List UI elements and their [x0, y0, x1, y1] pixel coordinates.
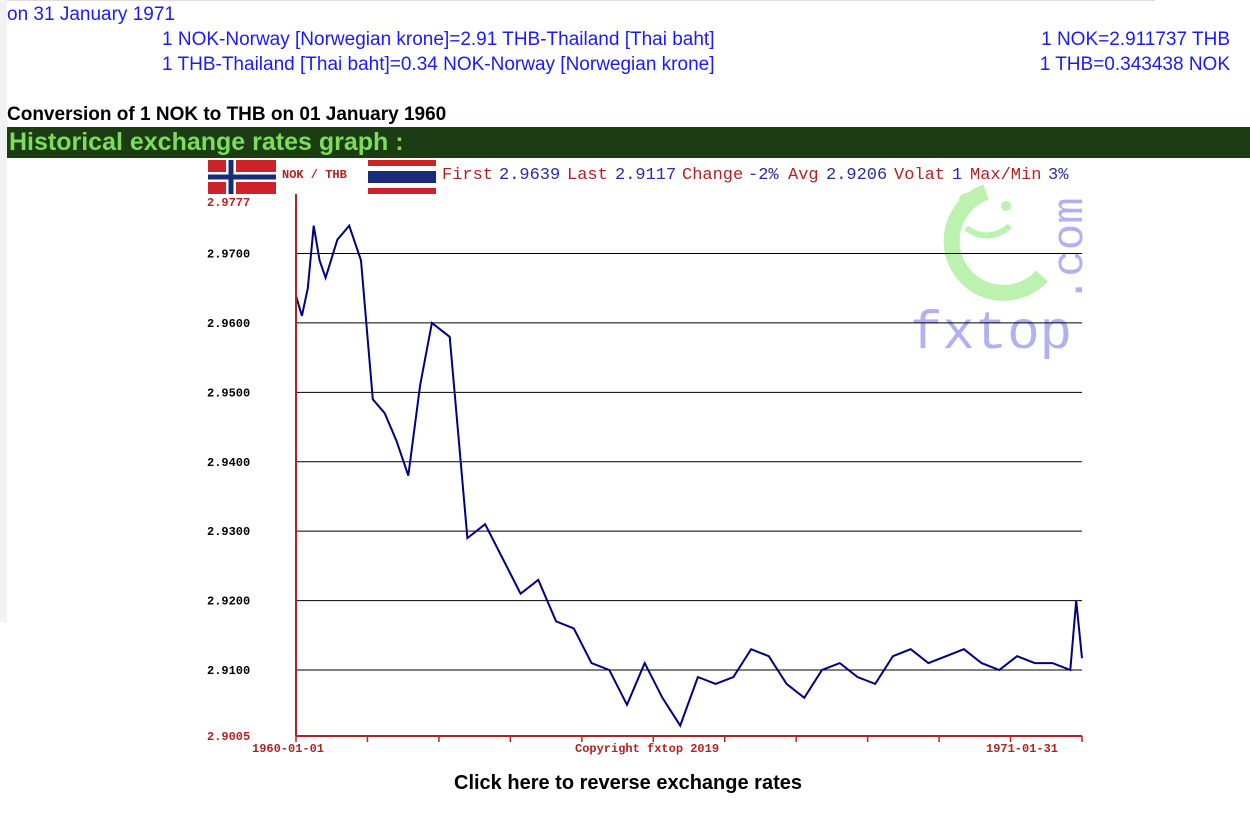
- fxtop-watermark-logo: fxtop .com: [910, 184, 1096, 365]
- thailand-flag-icon: [368, 160, 436, 194]
- y-tick-label: 2.9600: [207, 317, 250, 331]
- exchange-rate-chart[interactable]: NOK / THB First 2.9639 Last 2.9117 Chang…: [206, 158, 1096, 758]
- stat-change-label: Change: [682, 166, 743, 185]
- stat-first-label: First: [442, 166, 493, 185]
- y-tick-label: 2.9400: [207, 456, 250, 470]
- y-tick-label: 2.9700: [207, 247, 250, 261]
- stat-avg-value: 2.9206: [826, 166, 887, 185]
- reverse-rates-link[interactable]: Click here to reverse exchange rates: [454, 772, 802, 794]
- y-tick-label: 2.9500: [207, 386, 250, 400]
- pair-label: NOK / THB: [282, 168, 347, 182]
- conversion-title: Conversion of 1 NOK to THB on 01 January…: [7, 104, 447, 125]
- x-tick-label: 1960-01-01: [252, 742, 324, 756]
- stat-maxmin-label: Max/Min: [970, 166, 1041, 185]
- copyright-label: Copyright fxtop 2019: [575, 742, 719, 756]
- top-divider: [7, 0, 1155, 1]
- series-line: [295, 223, 1083, 728]
- y-tick-label: 2.9005: [207, 730, 250, 744]
- y-tick-label: 2.9100: [207, 664, 250, 678]
- stat-volat-value: 1: [952, 166, 962, 185]
- date-line: on 31 January 1971: [7, 4, 175, 25]
- norway-flag-icon: [208, 160, 276, 194]
- watermark-site: fxtop: [910, 304, 1072, 365]
- stat-volat-label: Volat: [894, 166, 945, 185]
- stat-avg-label: Avg: [788, 166, 819, 185]
- rate-line-2-right: 1 THB=0.343438 NOK: [1039, 54, 1230, 75]
- stat-first-value: 2.9639: [499, 166, 560, 185]
- stat-change-value: -2%: [748, 166, 779, 185]
- y-tick-label: 2.9777: [207, 196, 250, 210]
- left-margin-band: [0, 0, 7, 622]
- y-tick-label: 2.9200: [207, 595, 250, 609]
- rate-line-2-left: 1 THB-Thailand [Thai baht]=0.34 NOK-Norw…: [162, 54, 715, 75]
- x-tick-label: 1971-01-31: [986, 742, 1058, 756]
- stat-last-label: Last: [567, 166, 608, 185]
- rate-line-1-left: 1 NOK-Norway [Norwegian krone]=2.91 THB-…: [162, 29, 715, 50]
- graph-section-title: Historical exchange rates graph :: [9, 128, 404, 156]
- stat-last-value: 2.9117: [615, 166, 676, 185]
- stat-maxmin-value: 3%: [1048, 166, 1069, 185]
- watermark-tld: .com: [1046, 197, 1086, 303]
- y-tick-label: 2.9300: [207, 525, 250, 539]
- rate-line-1-right: 1 NOK=2.911737 THB: [1041, 29, 1230, 50]
- chart-svg: NOK / THB First 2.9639 Last 2.9117 Chang…: [207, 160, 1096, 756]
- graph-section-header: Historical exchange rates graph :: [7, 127, 1250, 158]
